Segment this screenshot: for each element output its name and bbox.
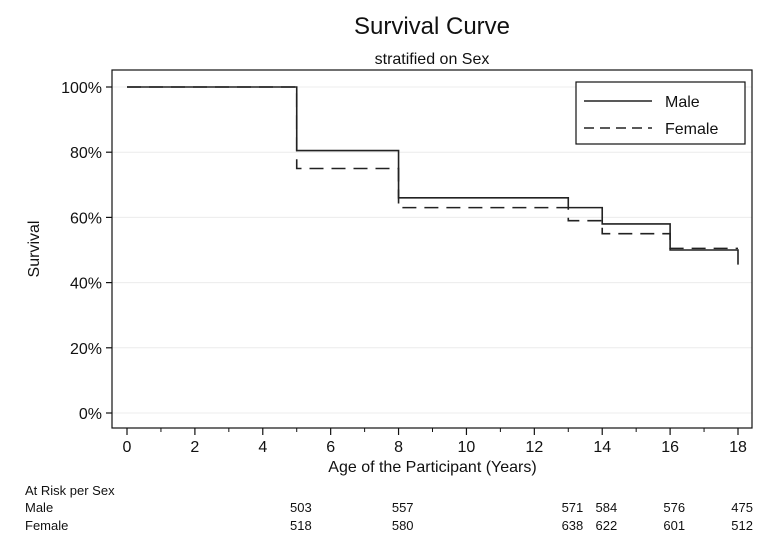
at-risk-value-male: 475 — [731, 500, 753, 515]
x-tick-label: 8 — [394, 439, 403, 456]
x-axis-label: Age of the Participant (Years) — [328, 459, 536, 476]
y-tick-label: 20% — [70, 341, 102, 358]
at-risk-value-female: 518 — [290, 518, 312, 533]
at-risk-row-label-female: Female — [25, 518, 68, 533]
at-risk-header: At Risk per Sex — [25, 483, 115, 498]
at-risk-value-male: 571 — [562, 500, 584, 515]
x-tick-label: 10 — [458, 439, 476, 456]
at-risk-row-label-male: Male — [25, 500, 53, 515]
at-risk-value-male: 584 — [596, 500, 618, 515]
x-tick-label: 0 — [123, 439, 132, 456]
at-risk-table: At Risk per Sex Male Female 503 557 571 584… — [25, 483, 753, 533]
legend-label-male: Male — [665, 94, 700, 111]
at-risk-value-female: 580 — [392, 518, 414, 533]
series-lines — [127, 86, 739, 265]
x-tick-label: 12 — [525, 439, 543, 456]
at-risk-value-female: 601 — [663, 518, 685, 533]
y-tick-label: 0% — [79, 406, 102, 423]
x-tick-label: 4 — [258, 439, 267, 456]
y-axis-label: Survival — [26, 221, 43, 278]
series-line-female — [127, 86, 738, 250]
legend: Male Female — [575, 81, 746, 145]
axes: 0% 20% 40% 60% 80% 100% 0 2 4 6 8 10 12 14 16 18 — [61, 80, 747, 456]
x-tick-label: 16 — [661, 439, 679, 456]
legend-label-female: Female — [665, 121, 718, 138]
at-risk-value-male: 576 — [663, 500, 685, 515]
y-tick-label: 60% — [70, 210, 102, 227]
at-risk-values: 503 557 571 584 576 475 518 580 638 622 601 512 — [290, 500, 753, 533]
x-tick-label: 6 — [326, 439, 335, 456]
chart-title: Survival Curve — [354, 13, 510, 40]
at-risk-value-male: 557 — [392, 500, 414, 515]
at-risk-value-male: 503 — [290, 500, 312, 515]
at-risk-value-female: 638 — [562, 518, 584, 533]
at-risk-value-female: 622 — [596, 518, 618, 533]
y-tick-label: 100% — [61, 80, 102, 97]
legend-box — [575, 81, 746, 145]
x-tick-label: 18 — [729, 439, 747, 456]
x-tick-label: 2 — [190, 439, 199, 456]
at-risk-value-female: 512 — [731, 518, 753, 533]
x-tick-label: 14 — [593, 439, 611, 456]
y-tick-label: 40% — [70, 276, 102, 293]
chart-subtitle: stratified on Sex — [375, 51, 490, 68]
y-tick-label: 80% — [70, 145, 102, 162]
